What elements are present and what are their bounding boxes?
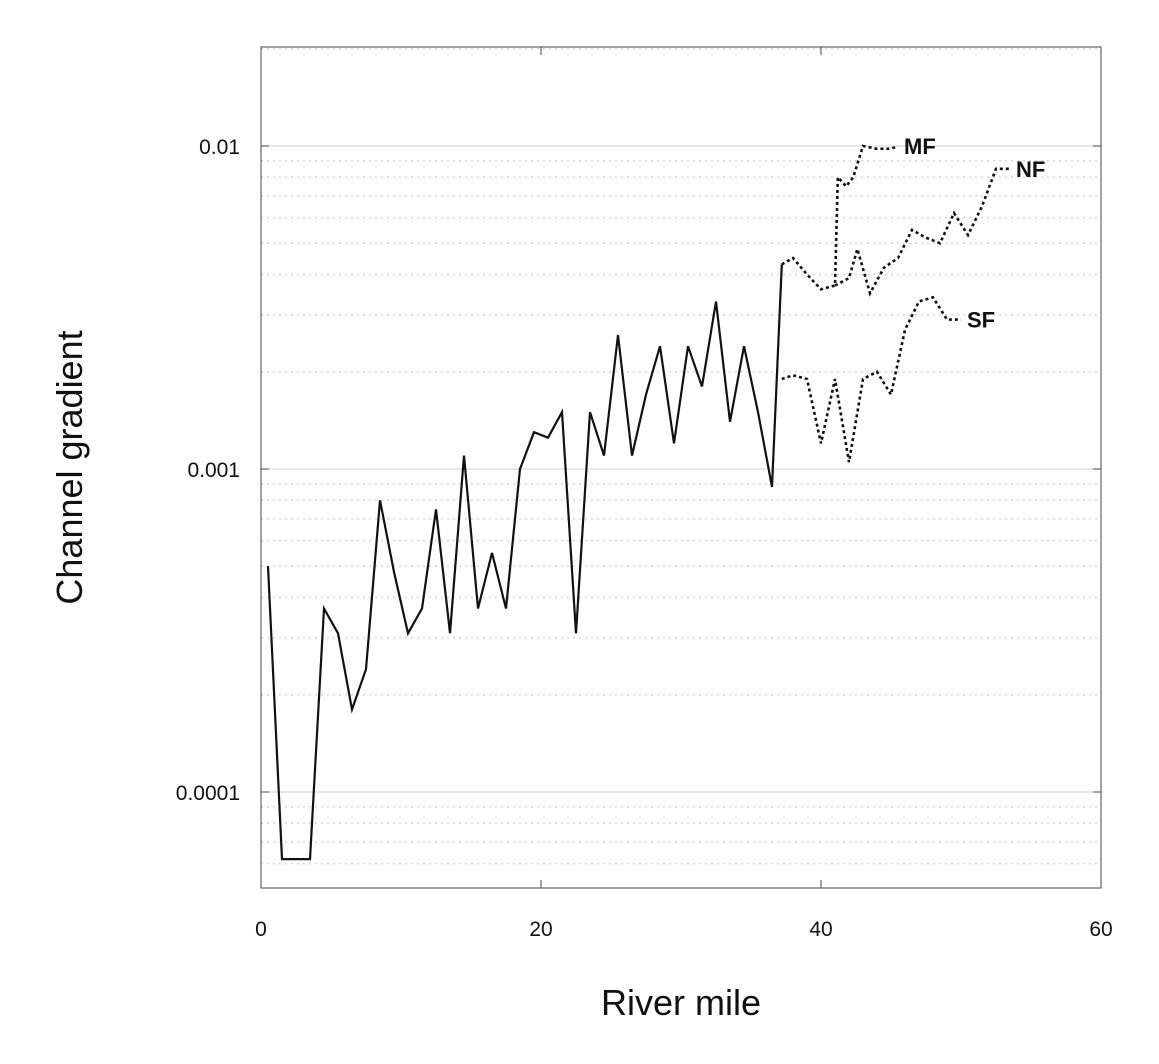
axis-ticks: 0 20 40 60 0.0001 0.001 0.01 [176,47,1113,941]
y-tick-label: 0.01 [199,136,240,159]
series-line-sf [781,295,961,463]
x-tick-label: 40 [809,918,832,941]
x-tick-label: 0 [255,918,267,941]
series-lines [266,144,1010,861]
x-tick-label: 20 [529,918,552,941]
series-labels: MF NF SF [904,134,1045,333]
plot-frame [260,46,1102,889]
y-tick-label: 0.0001 [176,782,240,805]
series-label-sf: SF [967,308,995,333]
series-label-nf: NF [1016,157,1045,182]
x-tick-label: 60 [1089,918,1112,941]
gridlines [261,48,1101,865]
series-line-mf [781,144,899,291]
y-axis-title: Channel gradient [49,330,90,604]
y-tick-label: 0.001 [187,459,240,482]
series-line-main [266,264,783,861]
x-axis-title: River mile [601,982,761,1023]
series-label-mf: MF [904,134,936,159]
